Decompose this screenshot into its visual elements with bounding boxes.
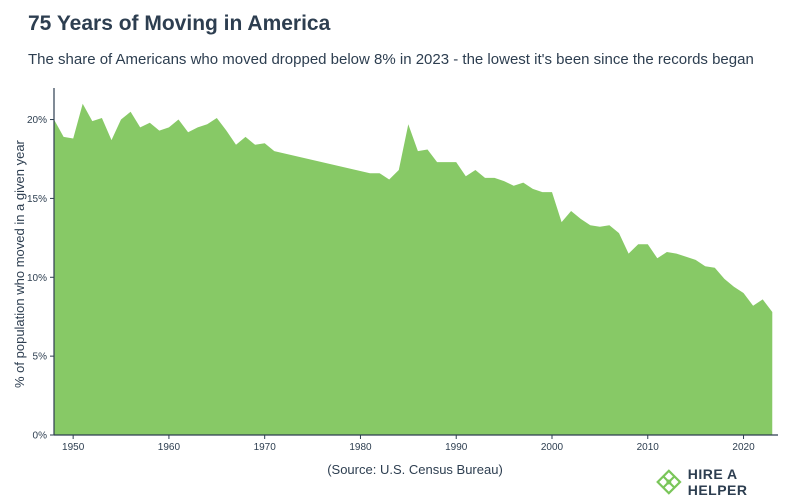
x-tick-label: 2020	[732, 442, 755, 453]
source-note: (Source: U.S. Census Bureau)	[327, 462, 503, 477]
diamond-grid-icon	[656, 469, 682, 495]
y-tick-label: 10%	[27, 273, 47, 284]
x-tick-label: 1950	[62, 442, 85, 453]
x-tick-label: 1970	[254, 442, 277, 453]
chart-subtitle: The share of Americans who moved dropped…	[28, 51, 754, 68]
brand-logo[interactable]: HIRE A HELPER	[656, 466, 800, 498]
y-tick-label: 20%	[27, 115, 47, 126]
y-tick-label: 15%	[27, 194, 47, 205]
x-tick-label: 1980	[349, 442, 372, 453]
x-tick-label: 2010	[637, 442, 660, 453]
moving-rate-area	[54, 103, 773, 436]
x-tick-label: 2000	[541, 442, 564, 453]
chart-title: 75 Years of Moving in America	[28, 12, 331, 35]
x-tick-label: 1990	[445, 442, 468, 453]
y-tick-label: 5%	[33, 352, 48, 363]
y-tick-label: 0%	[33, 431, 48, 442]
brand-name: HIRE A HELPER	[687, 466, 748, 498]
x-tick-label: 1960	[158, 442, 181, 453]
